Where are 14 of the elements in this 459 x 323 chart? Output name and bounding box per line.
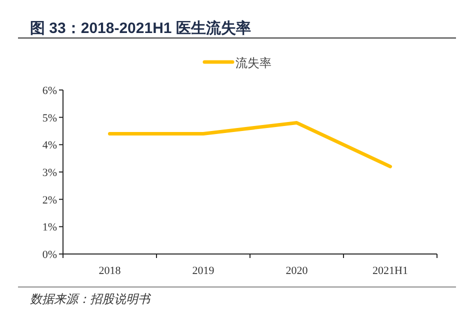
x-tick-label: 2018 — [98, 265, 122, 277]
y-tick-label: 0% — [42, 249, 57, 261]
y-tick-label: 4% — [42, 140, 57, 152]
y-tick-label: 5% — [42, 112, 57, 124]
y-tick-label: 6% — [42, 85, 57, 97]
y-tick-label: 3% — [42, 167, 57, 179]
source-note: 数据来源：招股说明书 — [30, 292, 152, 306]
legend-label: 流失率 — [236, 56, 272, 70]
y-tick-label: 1% — [42, 222, 57, 234]
x-tick-label: 2021H1 — [372, 265, 408, 277]
x-tick-label: 2019 — [192, 265, 215, 277]
y-tick-label: 2% — [42, 194, 57, 206]
title: 图 33：2018-2021H1 医生流失率 — [30, 20, 251, 37]
x-tick-label: 2020 — [286, 265, 308, 277]
